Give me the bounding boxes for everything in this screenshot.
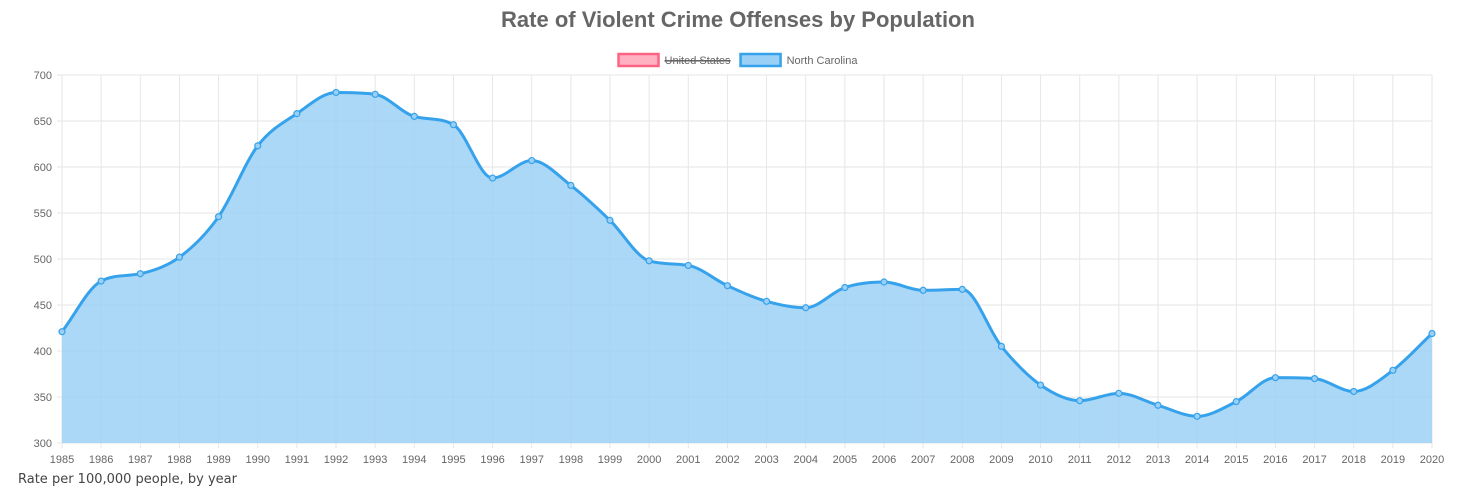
data-point[interactable] (254, 142, 262, 150)
x-tick-label: 2008 (950, 454, 974, 466)
x-tick-label: 1997 (519, 454, 543, 466)
data-point[interactable] (919, 286, 927, 294)
legend-item-1[interactable]: North Carolina (739, 52, 859, 68)
data-point[interactable] (528, 156, 536, 165)
chart-caption: Rate per 100,000 people, by year (18, 472, 237, 487)
y-tick-label: 650 (34, 116, 52, 128)
y-tick-label: 600 (34, 162, 52, 174)
legend-swatch (739, 52, 782, 68)
area-layer (60, 90, 1434, 443)
data-point[interactable] (488, 174, 497, 182)
x-tick-label: 2003 (754, 454, 778, 466)
x-tick-label: 2002 (715, 454, 739, 466)
x-tick-label: 1988 (167, 454, 191, 466)
data-point[interactable] (1036, 381, 1045, 389)
legend-swatch (617, 52, 660, 68)
data-point[interactable] (880, 278, 888, 286)
points-layer (58, 88, 1436, 420)
data-point[interactable] (606, 216, 614, 224)
x-tick-label: 2007 (911, 454, 935, 466)
x-tick-label: 2020 (1420, 454, 1444, 466)
data-point[interactable] (332, 88, 340, 97)
data-point[interactable] (1154, 401, 1162, 409)
legend-item-0[interactable]: United States (617, 52, 732, 68)
data-point[interactable] (1232, 398, 1240, 406)
data-point[interactable] (97, 277, 105, 285)
data-point[interactable] (410, 112, 418, 121)
data-point[interactable] (136, 270, 144, 278)
x-tick-label: 1993 (363, 454, 387, 466)
legend-label: North Carolina (787, 55, 859, 67)
x-tick-label: 2000 (637, 454, 661, 466)
y-tick-label: 700 (34, 70, 52, 82)
x-tick-label: 2006 (872, 454, 896, 466)
data-point[interactable] (762, 297, 771, 305)
data-point[interactable] (1428, 329, 1436, 338)
data-point[interactable] (567, 181, 575, 189)
data-point[interactable] (371, 90, 379, 98)
x-tick-label: 1992 (324, 454, 348, 466)
data-point[interactable] (449, 121, 458, 129)
x-tick-label: 1986 (89, 454, 113, 466)
data-point[interactable] (58, 328, 66, 336)
x-tick-label: 2014 (1185, 454, 1209, 466)
series-area-1 (62, 92, 1432, 443)
data-point[interactable] (1271, 374, 1280, 382)
data-point[interactable] (1193, 412, 1201, 420)
x-tick-label: 2013 (1146, 454, 1170, 466)
data-point[interactable] (684, 261, 692, 270)
data-point[interactable] (1389, 366, 1397, 374)
x-tick-label: 1985 (50, 454, 74, 466)
x-tick-label: 2005 (833, 454, 857, 466)
y-axis: 300 350 400 450 500 550 600 650 700 (34, 70, 52, 450)
x-tick-label: 2010 (1028, 454, 1052, 466)
x-tick-label: 1994 (402, 454, 426, 466)
x-tick-label: 2017 (1302, 454, 1326, 466)
y-tick-label: 550 (34, 208, 52, 220)
x-tick-label: 1987 (128, 454, 152, 466)
legend: United States North Carolina (617, 52, 859, 68)
data-point[interactable] (214, 213, 223, 221)
data-point[interactable] (1350, 387, 1358, 396)
x-tick-label: 1990 (245, 454, 269, 466)
data-point[interactable] (958, 285, 966, 293)
data-point[interactable] (645, 257, 653, 265)
x-tick-label: 1999 (598, 454, 622, 466)
x-tick-label: 2009 (989, 454, 1013, 466)
data-point[interactable] (1115, 389, 1123, 397)
data-point[interactable] (997, 342, 1006, 350)
y-tick-label: 400 (34, 346, 52, 358)
x-axis: 1985 1986 1987 1988 1989 1990 1991 1992 1993 1994… (50, 454, 1444, 466)
y-tick-label: 350 (34, 392, 52, 404)
x-tick-label: 2012 (1107, 454, 1131, 466)
x-tick-label: 1989 (206, 454, 230, 466)
data-point[interactable] (293, 110, 301, 118)
x-tick-label: 2011 (1068, 454, 1092, 466)
x-tick-label: 1996 (480, 454, 504, 466)
x-tick-label: 2015 (1224, 454, 1248, 466)
x-tick-label: 2004 (793, 454, 817, 466)
data-point[interactable] (1076, 397, 1084, 405)
x-tick-label: 1991 (285, 454, 309, 466)
data-point[interactable] (802, 304, 810, 312)
y-tick-label: 300 (34, 438, 52, 450)
data-point[interactable] (723, 282, 732, 290)
data-point[interactable] (1310, 375, 1319, 383)
data-point[interactable] (175, 253, 184, 261)
y-tick-label: 450 (34, 300, 52, 312)
chart-title: Rate of Violent Crime Offenses by Popula… (501, 7, 975, 32)
data-point[interactable] (841, 283, 849, 292)
x-tick-label: 1998 (559, 454, 583, 466)
x-tick-label: 2016 (1263, 454, 1287, 466)
x-tick-label: 2001 (676, 454, 700, 466)
y-tick-label: 500 (34, 254, 52, 266)
x-tick-label: 2018 (1341, 454, 1365, 466)
x-tick-label: 2019 (1381, 454, 1405, 466)
x-tick-label: 1995 (441, 454, 465, 466)
